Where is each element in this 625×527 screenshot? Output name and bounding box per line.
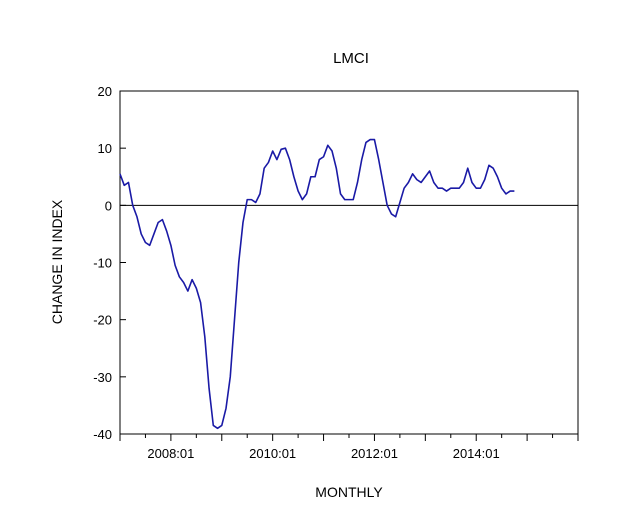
chart-title: LMCI: [333, 50, 369, 67]
x-axis-label: MONTHLY: [315, 484, 383, 500]
y-tick-label: -30: [93, 370, 112, 385]
y-tick-label: -10: [93, 256, 112, 271]
y-tick-label: 0: [105, 198, 112, 213]
x-tick-label: 2012:01: [351, 446, 398, 461]
y-axis-label: CHANGE IN INDEX: [49, 199, 65, 324]
x-axis: 2008:01 2010:01 2012:01 2014:01: [119, 434, 579, 461]
y-tick-label: -20: [93, 313, 112, 328]
plot-frame: [119, 90, 579, 435]
series-line-lmci: [119, 138, 515, 430]
y-axis: 20 10 0 -10 -20 -30 -40: [93, 84, 126, 442]
x-tick-label: 2010:01: [249, 446, 296, 461]
x-tick-label: 2014:01: [453, 446, 500, 461]
y-tick-label: -40: [93, 427, 112, 442]
x-tick-label: 2008:01: [147, 446, 194, 461]
y-tick-label: 10: [98, 141, 112, 156]
y-tick-label: 20: [98, 84, 112, 99]
